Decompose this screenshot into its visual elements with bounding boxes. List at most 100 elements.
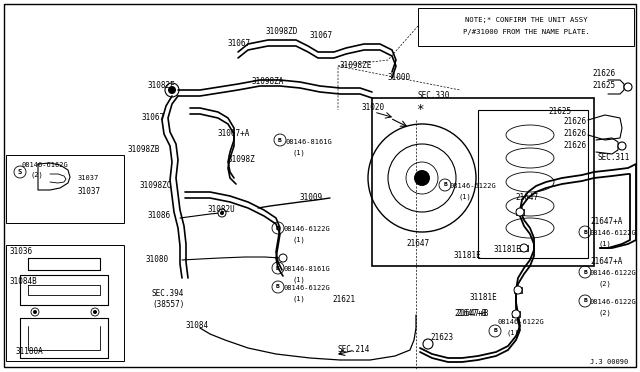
Text: 31082E: 31082E bbox=[148, 81, 176, 90]
Text: 31098ZC: 31098ZC bbox=[140, 182, 172, 190]
Bar bbox=[478, 110, 588, 258]
Text: B: B bbox=[276, 266, 280, 270]
Circle shape bbox=[516, 208, 524, 216]
Text: 21647+A: 21647+A bbox=[590, 257, 622, 266]
Circle shape bbox=[414, 170, 430, 186]
Circle shape bbox=[220, 211, 224, 215]
Text: 31000: 31000 bbox=[388, 74, 411, 83]
Text: 21647+A: 21647+A bbox=[590, 218, 622, 227]
Text: 31036: 31036 bbox=[10, 247, 33, 257]
Text: S: S bbox=[18, 169, 22, 175]
Text: B: B bbox=[493, 328, 497, 334]
Text: B: B bbox=[276, 225, 280, 231]
Text: P/#31000 FROM THE NAME PLATE.: P/#31000 FROM THE NAME PLATE. bbox=[463, 29, 589, 35]
Text: (2): (2) bbox=[30, 172, 43, 178]
Text: 08146-8161G: 08146-8161G bbox=[283, 266, 330, 272]
Circle shape bbox=[514, 286, 522, 294]
Text: 31067: 31067 bbox=[228, 39, 251, 48]
Text: (38557): (38557) bbox=[152, 301, 184, 310]
Text: 31067: 31067 bbox=[142, 113, 165, 122]
Text: 31020: 31020 bbox=[362, 103, 385, 112]
Text: 31037: 31037 bbox=[78, 175, 99, 181]
Text: SEC.330: SEC.330 bbox=[418, 92, 451, 100]
Text: 21626: 21626 bbox=[563, 118, 586, 126]
Text: 21647: 21647 bbox=[406, 238, 429, 247]
Text: 08146-6122G: 08146-6122G bbox=[283, 226, 330, 232]
Circle shape bbox=[91, 308, 99, 316]
Text: 31098Z: 31098Z bbox=[228, 155, 256, 164]
Circle shape bbox=[168, 86, 176, 94]
Text: 31009: 31009 bbox=[300, 193, 323, 202]
Text: 21621: 21621 bbox=[332, 295, 355, 305]
Text: 31086: 31086 bbox=[148, 212, 171, 221]
Text: B: B bbox=[278, 138, 282, 142]
Text: 21647: 21647 bbox=[515, 193, 538, 202]
Text: 08146-6122G: 08146-6122G bbox=[450, 183, 497, 189]
Text: (1): (1) bbox=[292, 277, 305, 283]
Text: 08146-6122G: 08146-6122G bbox=[590, 270, 637, 276]
Bar bbox=[516, 209, 524, 215]
Text: 31181E: 31181E bbox=[494, 244, 522, 253]
Circle shape bbox=[93, 310, 97, 314]
Bar bbox=[520, 245, 528, 251]
Bar bbox=[418, 8, 634, 46]
Text: 08146-8161G: 08146-8161G bbox=[285, 139, 332, 145]
Text: 08146-6122G: 08146-6122G bbox=[283, 285, 330, 291]
Text: 31098ZA: 31098ZA bbox=[252, 77, 284, 87]
Text: (2): (2) bbox=[598, 281, 611, 287]
Bar bbox=[6, 155, 124, 223]
Text: SEC.214: SEC.214 bbox=[338, 344, 371, 353]
Circle shape bbox=[618, 142, 626, 150]
Bar bbox=[372, 98, 594, 266]
Text: (1): (1) bbox=[292, 150, 305, 156]
Text: 31082U: 31082U bbox=[208, 205, 236, 214]
Text: 21626: 21626 bbox=[563, 141, 586, 151]
Text: 31067: 31067 bbox=[310, 32, 333, 41]
Text: 31180A: 31180A bbox=[16, 347, 44, 356]
Text: 31067+A: 31067+A bbox=[218, 128, 250, 138]
Text: 31181E: 31181E bbox=[470, 294, 498, 302]
Text: 21647+B: 21647+B bbox=[456, 308, 488, 317]
Text: B: B bbox=[443, 183, 447, 187]
Text: B: B bbox=[583, 298, 587, 304]
Text: 21647+B: 21647+B bbox=[454, 310, 486, 318]
Circle shape bbox=[33, 310, 37, 314]
Text: 31080: 31080 bbox=[145, 254, 168, 263]
Text: 31098ZB: 31098ZB bbox=[128, 145, 161, 154]
Text: B: B bbox=[583, 269, 587, 275]
Text: SEC.311: SEC.311 bbox=[598, 154, 630, 163]
Text: B: B bbox=[583, 230, 587, 234]
Circle shape bbox=[512, 310, 520, 318]
Text: 31084: 31084 bbox=[185, 321, 208, 330]
Text: 08146-6122G: 08146-6122G bbox=[590, 230, 637, 236]
Text: 31098ZE: 31098ZE bbox=[340, 61, 372, 71]
Circle shape bbox=[423, 339, 433, 349]
Text: 31181E: 31181E bbox=[454, 251, 482, 260]
Text: *: * bbox=[416, 103, 424, 116]
Text: J.3 00090: J.3 00090 bbox=[590, 359, 628, 365]
Circle shape bbox=[279, 254, 287, 262]
Text: (2): (2) bbox=[598, 310, 611, 316]
Text: 21626: 21626 bbox=[563, 129, 586, 138]
Text: 31098ZD: 31098ZD bbox=[266, 28, 298, 36]
Bar bbox=[514, 287, 522, 293]
Bar bbox=[512, 311, 520, 317]
Text: 21625: 21625 bbox=[592, 81, 615, 90]
Text: 31037: 31037 bbox=[78, 187, 101, 196]
Text: 21625: 21625 bbox=[548, 108, 571, 116]
Bar bbox=[6, 245, 124, 361]
Text: 08146-6122G: 08146-6122G bbox=[590, 299, 637, 305]
Circle shape bbox=[31, 308, 39, 316]
Text: 21626: 21626 bbox=[592, 70, 615, 78]
Text: 31084B: 31084B bbox=[10, 278, 38, 286]
Circle shape bbox=[218, 209, 226, 217]
Text: 08146-6162G: 08146-6162G bbox=[22, 162, 68, 168]
Text: 08146-6122G: 08146-6122G bbox=[498, 319, 545, 325]
Circle shape bbox=[165, 83, 179, 97]
Text: NOTE;* CONFIRM THE UNIT ASSY: NOTE;* CONFIRM THE UNIT ASSY bbox=[465, 17, 588, 23]
Text: (1): (1) bbox=[506, 330, 519, 336]
Text: SEC.394: SEC.394 bbox=[152, 289, 184, 298]
Circle shape bbox=[624, 83, 632, 91]
Text: (1): (1) bbox=[598, 241, 611, 247]
Text: (1): (1) bbox=[292, 237, 305, 243]
